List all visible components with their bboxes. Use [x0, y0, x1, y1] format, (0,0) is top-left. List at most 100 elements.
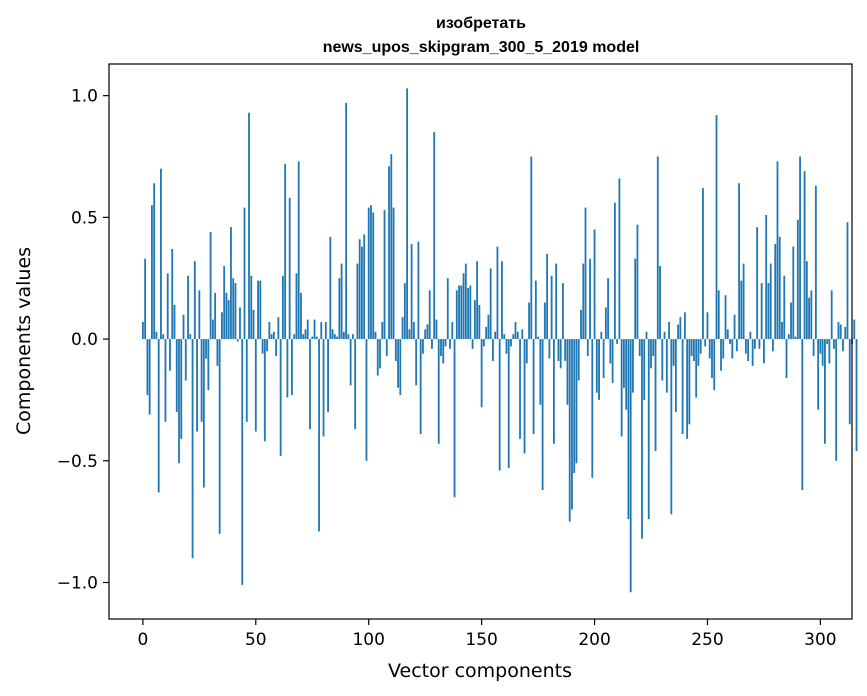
- bar-component-28: [205, 339, 208, 359]
- bar-component-237: [677, 324, 680, 340]
- bar-component-96: [358, 239, 361, 340]
- bar-component-8: [160, 168, 162, 340]
- bar-component-221: [641, 339, 643, 539]
- bar-component-187: [564, 339, 567, 361]
- bar-component-44: [241, 339, 244, 585]
- bar-component-66: [291, 339, 293, 396]
- bar-component-3: [148, 339, 151, 415]
- bar-component-124: [422, 339, 424, 354]
- bar-component-270: [751, 339, 754, 366]
- x-tick-label: 200: [578, 630, 610, 650]
- bar-component-265: [740, 280, 743, 340]
- bar-component-89: [342, 331, 345, 340]
- bar-component-31: [211, 319, 214, 340]
- x-tick-label: 150: [465, 630, 497, 650]
- bar-component-179: [546, 253, 549, 340]
- bar-component-286: [787, 334, 790, 340]
- bar-component-51: [257, 280, 259, 340]
- bar-component-213: [623, 339, 625, 388]
- bar-component-63: [284, 163, 287, 340]
- bar-component-192: [575, 339, 578, 464]
- bar-component-39: [230, 227, 232, 340]
- bar-component-105: [379, 339, 381, 369]
- bar-component-176: [539, 339, 542, 405]
- bar-component-175: [537, 336, 539, 340]
- bar-component-12: [169, 339, 171, 371]
- bar-component-53: [261, 339, 264, 354]
- bar-component-123: [419, 339, 422, 434]
- bar-component-16: [178, 339, 180, 464]
- bar-component-231: [663, 331, 666, 340]
- bar-component-83: [329, 236, 332, 340]
- bar-component-298: [814, 185, 817, 340]
- bar-component-4: [151, 205, 153, 340]
- bar-component-234: [670, 339, 673, 515]
- bar-component-166: [516, 331, 519, 340]
- bar-component-304: [828, 339, 831, 364]
- bar-component-307: [835, 339, 838, 461]
- bar-component-14: [173, 304, 176, 340]
- bar-component-173: [532, 339, 535, 434]
- bar-component-118: [408, 329, 411, 340]
- bar-component-255: [717, 290, 720, 340]
- x-tick-label: 50: [245, 630, 267, 650]
- bar-component-227: [654, 339, 657, 452]
- bar-component-61: [279, 339, 282, 456]
- plot-frame: [108, 63, 853, 620]
- bar-component-22: [191, 339, 194, 559]
- bar-component-193: [577, 339, 580, 381]
- bar-component-135: [446, 278, 449, 340]
- bar-component-185: [559, 339, 562, 369]
- bar-component-272: [756, 227, 759, 340]
- bar-component-295: [808, 297, 810, 340]
- bar-component-301: [821, 339, 824, 366]
- bar-component-194: [580, 309, 582, 340]
- bar-component-62: [281, 275, 284, 340]
- bar-component-102: [372, 212, 375, 340]
- bar-component-180: [548, 339, 551, 359]
- bar-component-86: [336, 336, 338, 340]
- bar-component-91: [347, 334, 350, 340]
- bar-component-196: [584, 207, 587, 340]
- bar-component-273: [758, 339, 761, 349]
- bar-component-263: [735, 339, 738, 352]
- bar-component-230: [661, 339, 664, 381]
- bar-component-247: [699, 339, 702, 354]
- bar-component-150: [480, 339, 483, 408]
- bar-component-68: [295, 273, 298, 340]
- bar-component-121: [415, 339, 418, 386]
- bar-component-126: [426, 324, 429, 340]
- bar-component-209: [613, 202, 616, 340]
- bar-component-181: [550, 275, 553, 340]
- bar-component-136: [449, 339, 451, 349]
- bar-component-315: [853, 319, 856, 340]
- bar-component-309: [839, 324, 842, 340]
- bar-component-46: [245, 339, 248, 422]
- bar-component-168: [521, 329, 524, 340]
- bar-component-71: [302, 334, 305, 340]
- bar-component-131: [437, 339, 440, 444]
- bar-component-125: [424, 329, 427, 340]
- bar-component-152: [485, 326, 488, 340]
- bar-component-292: [801, 339, 804, 490]
- bar-component-141: [460, 285, 463, 340]
- bar-component-15: [175, 339, 178, 413]
- bar-component-259: [726, 329, 729, 340]
- bar-component-224: [647, 339, 650, 520]
- bar-component-266: [742, 263, 745, 340]
- bar-component-163: [510, 339, 512, 347]
- bar-component-261: [731, 339, 734, 359]
- bar-component-2: [146, 339, 149, 396]
- bar-component-240: [683, 312, 686, 340]
- bar-component-144: [467, 287, 469, 340]
- bar-component-302: [824, 339, 826, 444]
- bar-component-90: [345, 102, 348, 340]
- bar-component-117: [406, 88, 409, 340]
- bar-component-76: [313, 319, 316, 340]
- bar-component-269: [749, 331, 752, 340]
- bar-component-115: [401, 317, 404, 340]
- bar-component-243: [690, 339, 693, 357]
- bar-component-189: [568, 339, 571, 522]
- bar-component-162: [507, 339, 510, 469]
- bar-component-232: [665, 339, 668, 393]
